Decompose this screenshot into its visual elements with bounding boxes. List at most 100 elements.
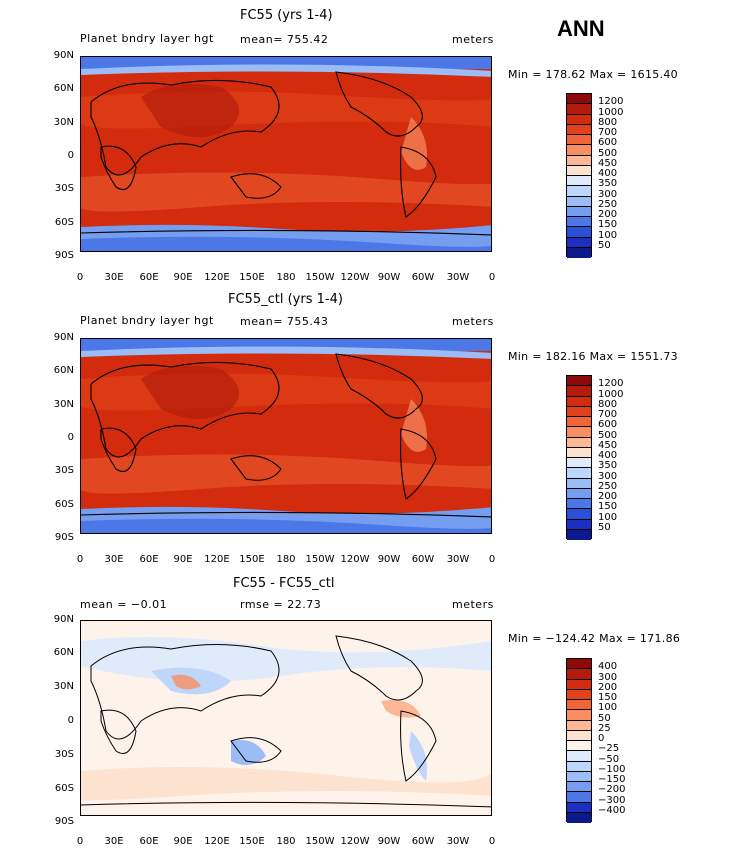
colorbar-level-label: 600: [598, 137, 618, 149]
colorbar-level-label: 350: [598, 460, 618, 472]
panel-2-xtick: 0: [76, 554, 84, 565]
colorbar-swatch: [567, 509, 591, 520]
colorbar-swatch: [567, 104, 591, 115]
panel-3-tibet-pos: [171, 674, 201, 690]
colorbar-swatch: [567, 196, 591, 207]
panel-3-coastlines: [81, 635, 491, 808]
panel-1-ytick: 90N: [53, 50, 74, 61]
panel-2-xtick: 60W: [411, 554, 435, 565]
panel-3-colorbar: [566, 658, 592, 823]
panel-3-xtick: 120E: [204, 836, 230, 847]
panel-3-minmax: Min = −124.42 Max = 171.86: [508, 632, 681, 645]
colorbar-swatch: [567, 186, 591, 197]
colorbar-level-label: 300: [598, 470, 618, 482]
colorbar-swatch: [567, 247, 591, 258]
colorbar-swatch: [567, 519, 591, 530]
colorbar-swatch: [567, 206, 591, 217]
colorbar-swatch: [567, 499, 591, 510]
colorbar-swatch: [567, 417, 591, 428]
colorbar-swatch: [567, 227, 591, 238]
colorbar-level-label: 250: [598, 480, 618, 492]
panel-1-xtick: 150W: [305, 272, 335, 283]
panel-2-xtick: 120W: [340, 554, 370, 565]
panel-3-samerica-neg: [409, 731, 427, 781]
panel-1-colorbar: [566, 93, 592, 258]
panel-3-ytick: 30S: [54, 749, 74, 760]
colorbar-level-label: 400: [598, 450, 618, 461]
panel-3-xtick: 150W: [305, 836, 335, 847]
colorbar-swatch: [567, 135, 591, 146]
colorbar-swatch: [567, 468, 591, 479]
panel-1-xtick: 180: [276, 272, 296, 283]
panel-3-ytick: 60N: [53, 647, 74, 658]
panel-2-xtick: 150E: [239, 554, 265, 565]
colorbar-swatch: [567, 145, 591, 156]
colorbar-level-label: −200: [598, 784, 626, 796]
panel-2-antarctic-core: [81, 518, 491, 533]
colorbar-swatch: [567, 478, 591, 489]
panel-1-title: FC55 (yrs 1-4): [240, 8, 333, 23]
panel-3-ytick: 90S: [54, 816, 74, 827]
panel-1-xtick: 30W: [446, 272, 470, 283]
colorbar-level-label: 600: [598, 419, 618, 431]
panel-1-ytick: 30S: [54, 183, 74, 194]
colorbar-level-label: 100: [598, 229, 618, 241]
colorbar-swatch: [567, 689, 591, 700]
panel-2-ytick: 90S: [54, 532, 74, 543]
panel-1-ytick: 0: [67, 150, 74, 161]
panel-2-ytick: 30S: [54, 465, 74, 476]
panel-1-pacific-coast-low: [401, 117, 427, 170]
colorbar-level-label: 150: [598, 219, 618, 231]
panel-3-australia-neg: [231, 740, 266, 765]
colorbar-swatch: [567, 217, 591, 228]
colorbar-level-label: −25: [598, 743, 620, 755]
panel-2-ytick: 30N: [53, 399, 74, 410]
panel-1-coastlines: [81, 71, 491, 236]
colorbar-level-label: 450: [598, 157, 618, 169]
panel-2-ytick: 60N: [53, 365, 74, 376]
colorbar-swatch: [567, 237, 591, 248]
colorbar-swatch: [567, 679, 591, 690]
panel-1-xtick: 90E: [173, 272, 193, 283]
panel-1-units-label: meters: [452, 33, 494, 46]
colorbar-swatch: [567, 659, 591, 670]
colorbar-level-label: 400: [598, 168, 618, 179]
colorbar-level-label: 150: [598, 501, 618, 513]
panel-3-xtick: 120W: [340, 836, 370, 847]
panel-1-xtick: 120W: [340, 272, 370, 283]
panel-3-mean-label: mean = −0.01: [80, 598, 168, 611]
panel-2-xtick: 90E: [173, 554, 193, 565]
panel-3-xtick: 30W: [446, 836, 470, 847]
panel-2-xtick: 60E: [139, 554, 159, 565]
panel-3-xtick: 60E: [139, 836, 159, 847]
panel-1-base: [81, 57, 491, 251]
panel-2-xtick: 0: [488, 554, 496, 565]
panel-2-subtropic-band: [81, 454, 491, 494]
colorbar-level-label: 1200: [598, 96, 624, 108]
panel-3-ytick: 0: [67, 715, 74, 726]
panel-3-southern-pos: [81, 767, 491, 801]
panel-2-ytick: 90N: [53, 332, 74, 343]
panel-2-title: FC55_ctl (yrs 1-4): [228, 292, 343, 307]
colorbar-level-label: −300: [598, 794, 626, 806]
panel-1-subtropic-band: [81, 172, 491, 212]
colorbar-level-label: −400: [598, 804, 626, 816]
panel-1-xtick: 120E: [204, 272, 230, 283]
panel-3-xtick: 0: [76, 836, 84, 847]
panel-3-ytick: 60S: [54, 783, 74, 794]
panel-2-colorbar: [566, 375, 592, 540]
panel-3-svg: [81, 621, 491, 815]
panel-1-xtick: 30E: [104, 272, 124, 283]
panel-2-pacific-coast-low: [401, 399, 427, 452]
colorbar-swatch: [567, 396, 591, 407]
colorbar-swatch: [567, 427, 591, 438]
panel-2-coastlines: [81, 353, 491, 518]
panel-1-xtick: 0: [76, 272, 84, 283]
panel-1-ytick: 60S: [54, 217, 74, 228]
colorbar-level-label: 700: [598, 127, 618, 138]
colorbar-level-label: 450: [598, 439, 618, 451]
colorbar-swatch: [567, 710, 591, 721]
panel-3-rmse-label: rmse = 22.73: [240, 598, 322, 611]
panel-1-xtick: 60W: [411, 272, 435, 283]
colorbar-swatch: [567, 802, 591, 813]
